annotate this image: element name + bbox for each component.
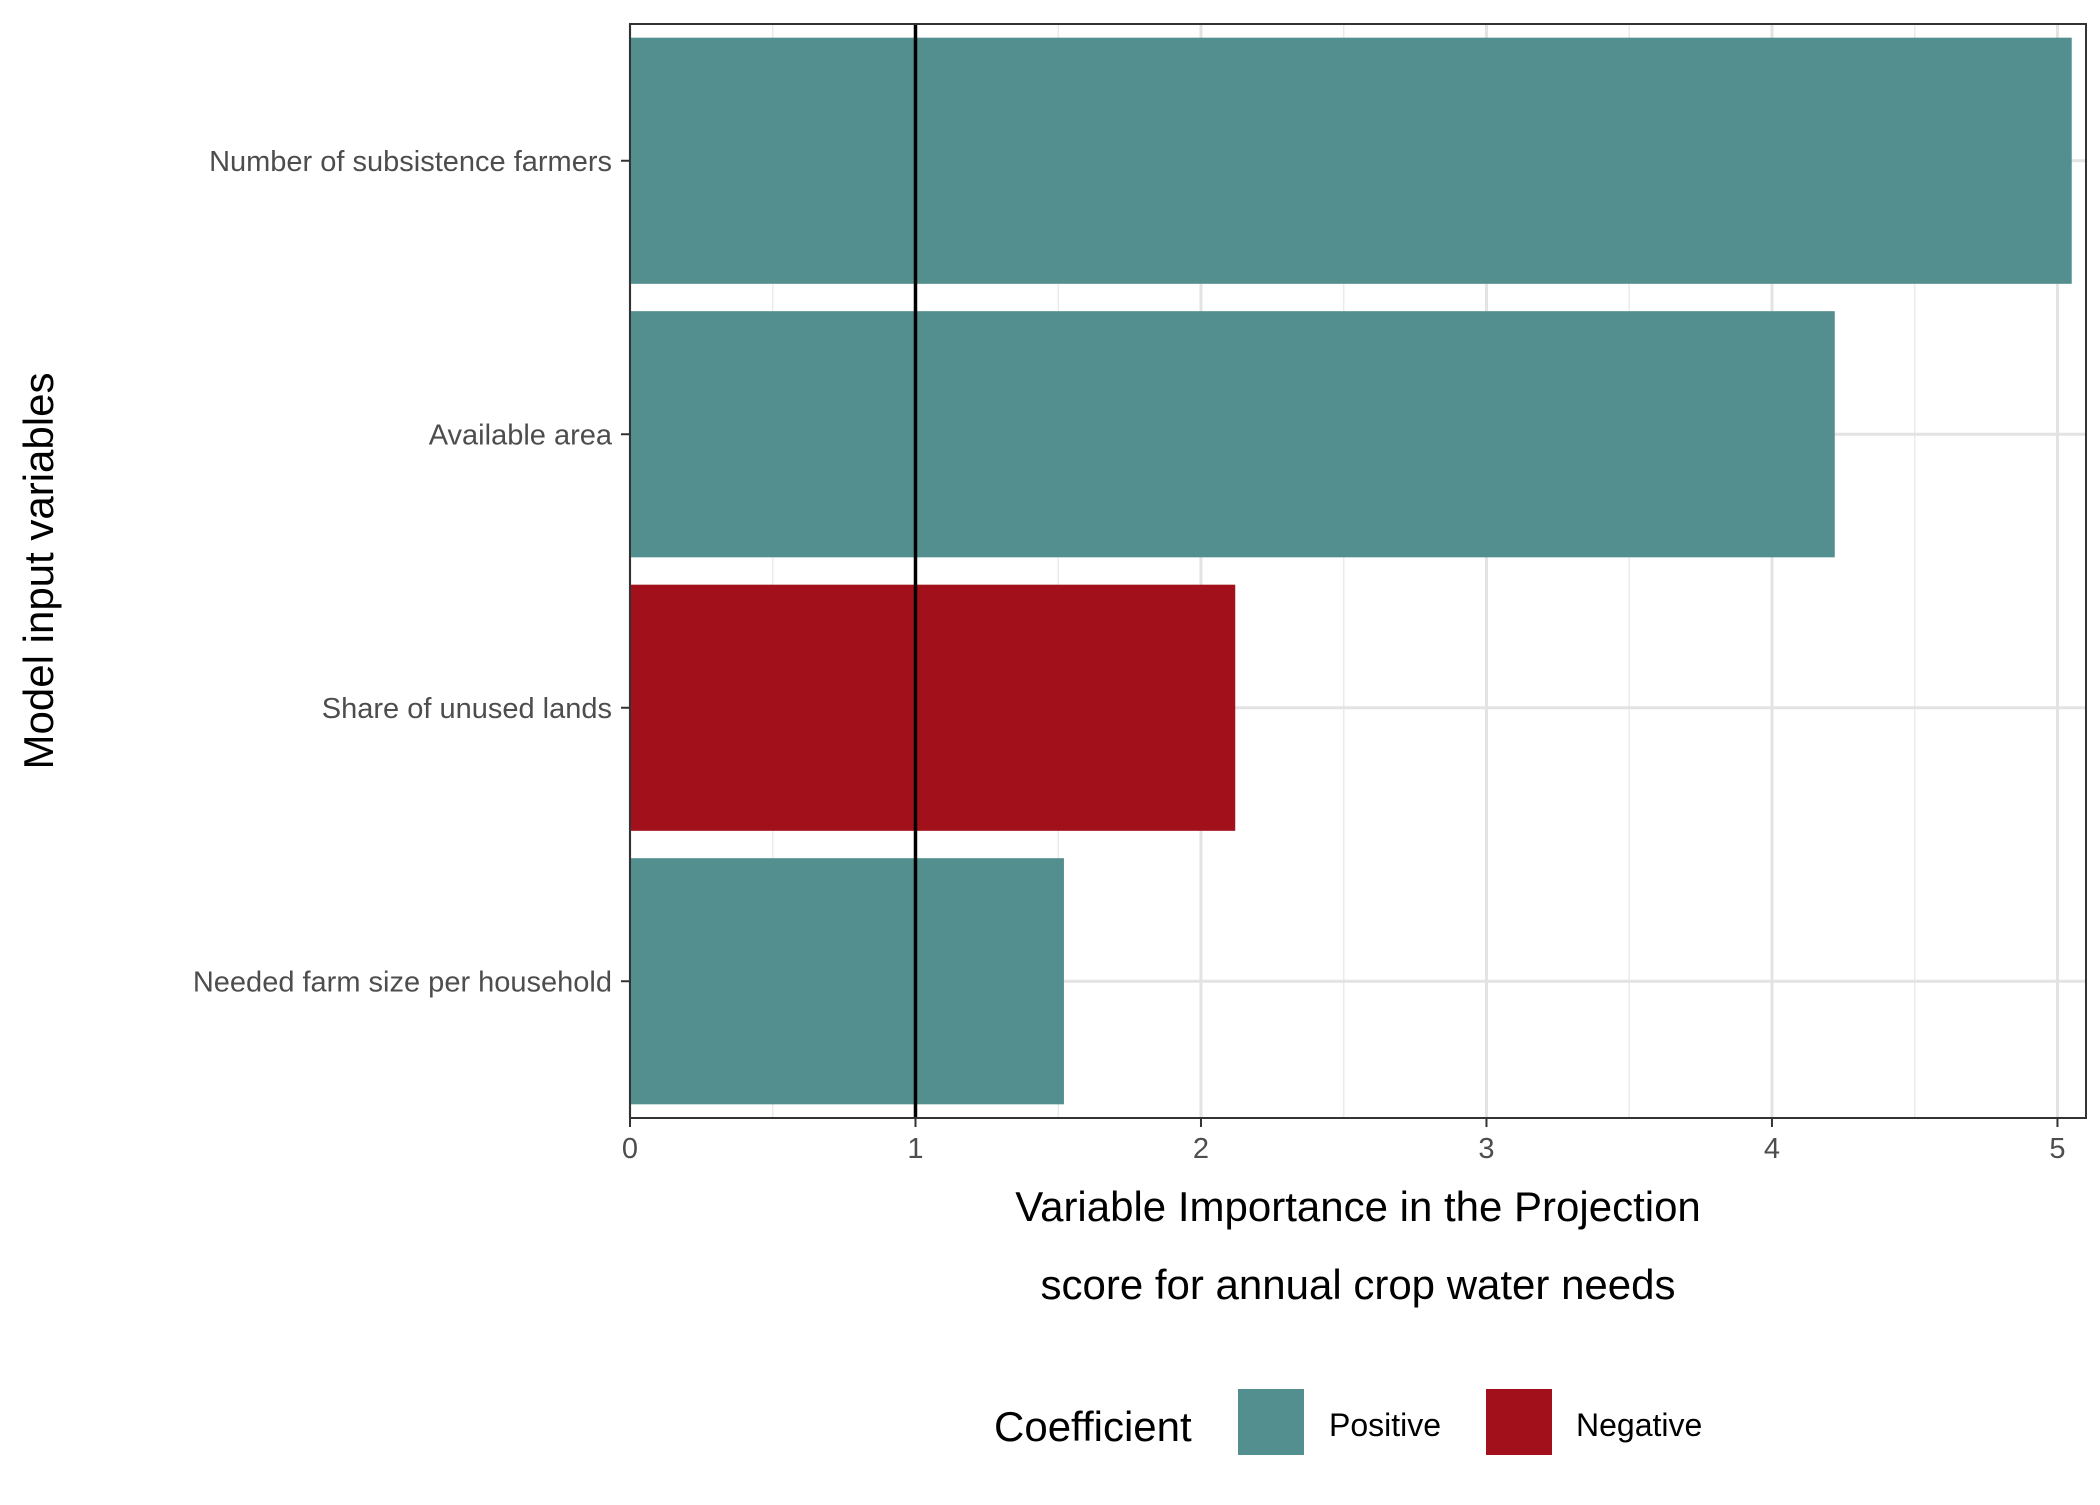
bar-share-of-unused-lands [630,584,1236,831]
x-tick-label: 3 [1478,1133,1494,1165]
bar-available-area [630,311,1835,558]
y-tick-label: Available area [429,419,613,451]
bar-number-of-subsistence-farmers [630,37,2072,284]
legend-label-positive: Positive [1329,1407,1441,1443]
legend-key-positive [1238,1389,1304,1455]
legend-label-negative: Negative [1576,1407,1702,1443]
bar-layer [630,37,2072,1105]
x-axis-title-line-1: Variable Importance in the Projection [1015,1183,1701,1230]
x-tick-label: 2 [1193,1133,1209,1165]
bar-needed-farm-size-per-household [630,858,1064,1105]
axis-layer: 0 1 2 3 4 5 Number of subsistence farmers Avail… [193,146,2066,1165]
x-tick-label: 0 [622,1133,638,1165]
x-axis-title-line-2: score for annual crop water needs [1040,1261,1675,1308]
panel-border [629,23,2087,1119]
x-tick-label: 1 [907,1133,923,1165]
y-tick-label: Needed farm size per household [193,966,612,998]
legend-key-negative [1486,1389,1552,1455]
legend-title: Coefficient [994,1403,1192,1450]
legend: Coefficient Positive Negative [994,1389,1702,1455]
x-tick-label: 5 [2049,1133,2065,1165]
y-tick-label: Number of subsistence farmers [209,146,612,178]
y-axis-title: Model input variables [15,373,62,770]
y-tick-label: Share of unused lands [322,693,612,725]
x-tick-label: 4 [1764,1133,1780,1165]
